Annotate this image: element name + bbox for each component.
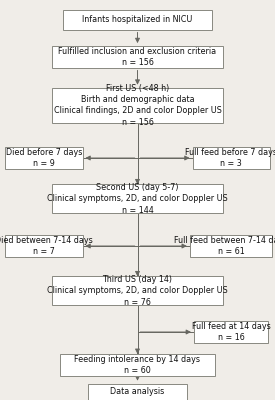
FancyBboxPatch shape [63, 10, 212, 30]
FancyBboxPatch shape [52, 88, 223, 123]
Text: Infants hospitalized in NICU: Infants hospitalized in NICU [82, 16, 193, 24]
Text: Third US (day 14)
Clinical symptoms, 2D, and color Doppler US
n = 76: Third US (day 14) Clinical symptoms, 2D,… [47, 275, 228, 307]
Text: Fulfilled inclusion and exclusion criteria
n = 156: Fulfilled inclusion and exclusion criter… [58, 46, 217, 67]
Text: Full feed at 14 days
n = 16: Full feed at 14 days n = 16 [192, 322, 270, 342]
FancyBboxPatch shape [60, 354, 215, 376]
FancyBboxPatch shape [52, 276, 223, 305]
Text: Data analysis: Data analysis [110, 388, 165, 396]
FancyBboxPatch shape [6, 147, 82, 169]
FancyBboxPatch shape [194, 321, 268, 343]
FancyBboxPatch shape [88, 384, 187, 400]
FancyBboxPatch shape [6, 235, 82, 257]
Text: Second US (day 5-7)
Clinical symptoms, 2D, and color Doppler US
n = 144: Second US (day 5-7) Clinical symptoms, 2… [47, 183, 228, 215]
FancyBboxPatch shape [52, 184, 223, 213]
Text: First US (<48 h)
Birth and demographic data
Clinical findings, 2D and color Dopp: First US (<48 h) Birth and demographic d… [54, 84, 221, 127]
Text: Full feed before 7 days
n = 3: Full feed before 7 days n = 3 [185, 148, 275, 168]
Text: Feeding intolerance by 14 days
n = 60: Feeding intolerance by 14 days n = 60 [75, 354, 200, 375]
Text: Full feed between 7-14 days
n = 61: Full feed between 7-14 days n = 61 [174, 236, 275, 256]
FancyBboxPatch shape [190, 235, 272, 257]
Text: Died before 7 days
n = 9: Died before 7 days n = 9 [6, 148, 82, 168]
FancyBboxPatch shape [192, 147, 270, 169]
FancyBboxPatch shape [52, 46, 223, 68]
Text: Died between 7-14 days
n = 7: Died between 7-14 days n = 7 [0, 236, 93, 256]
